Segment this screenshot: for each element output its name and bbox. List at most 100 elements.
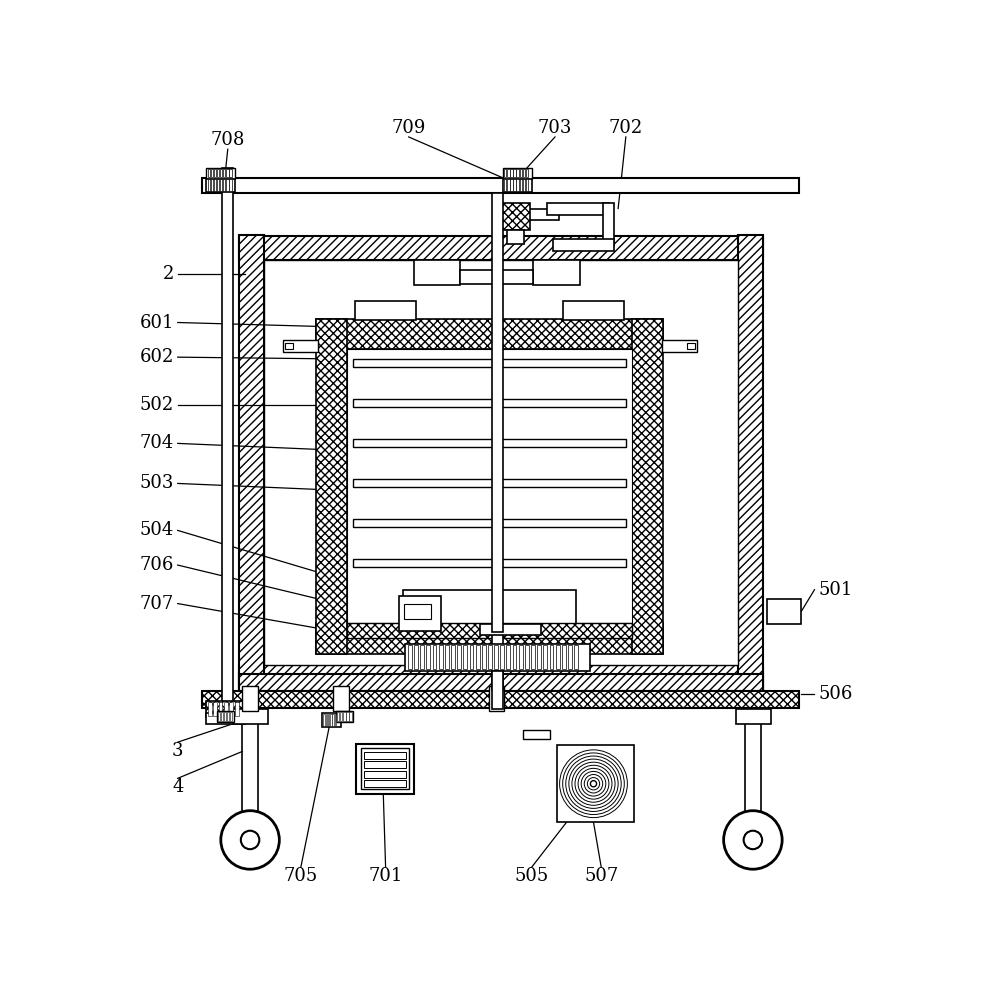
Bar [206, 701, 245, 717]
Bar [513, 179, 516, 191]
Bar [214, 169, 216, 177]
Text: 701: 701 [369, 867, 403, 885]
Bar [574, 645, 578, 669]
Text: 706: 706 [140, 556, 174, 574]
Text: 602: 602 [140, 348, 174, 366]
Bar [427, 645, 431, 669]
Bar [736, 709, 771, 724]
Bar [544, 645, 548, 669]
Bar [220, 179, 222, 191]
Bar [510, 169, 513, 177]
Text: 708: 708 [210, 131, 245, 149]
Bar [538, 645, 541, 669]
Bar [356, 744, 414, 794]
Text: 3: 3 [172, 742, 184, 760]
Bar [239, 674, 763, 691]
Bar [263, 260, 738, 665]
Text: 707: 707 [140, 595, 174, 613]
Bar [502, 168, 532, 179]
Bar [603, 203, 614, 246]
Bar [353, 519, 626, 527]
Bar [502, 179, 532, 192]
Bar [243, 686, 258, 711]
Text: 505: 505 [515, 867, 549, 885]
Bar [460, 270, 534, 284]
Text: 703: 703 [538, 119, 572, 137]
Bar [494, 645, 498, 669]
Bar [222, 168, 233, 707]
Bar [229, 179, 232, 191]
Bar [414, 260, 460, 285]
Text: 601: 601 [140, 314, 174, 332]
Bar [510, 179, 513, 191]
Bar [207, 702, 211, 716]
Bar [445, 645, 448, 669]
Text: 506: 506 [818, 685, 852, 703]
Bar [500, 645, 504, 669]
Bar [283, 340, 318, 352]
Bar [506, 645, 510, 669]
Circle shape [241, 831, 260, 849]
Text: 709: 709 [391, 119, 426, 137]
Bar [451, 645, 455, 669]
Bar [332, 714, 334, 726]
Bar [206, 168, 236, 179]
Bar [202, 178, 799, 193]
Text: 502: 502 [140, 396, 174, 414]
Bar [526, 169, 528, 177]
Bar [489, 686, 504, 711]
Bar [217, 711, 234, 722]
Bar [480, 624, 541, 635]
Bar [346, 712, 349, 721]
Bar [405, 644, 590, 671]
Bar [745, 708, 761, 835]
Bar [662, 340, 697, 352]
Bar [738, 235, 763, 690]
Bar [325, 714, 327, 726]
Bar [243, 708, 258, 835]
Bar [229, 169, 232, 177]
Bar [239, 235, 763, 260]
Bar [364, 771, 406, 778]
Bar [516, 169, 519, 177]
Bar [207, 179, 210, 191]
Bar [353, 559, 626, 567]
Bar [513, 169, 516, 177]
Bar [210, 179, 213, 191]
Bar [217, 712, 220, 721]
Bar [233, 709, 267, 724]
Bar [504, 169, 506, 177]
Bar [523, 179, 525, 191]
Bar [353, 439, 626, 447]
Bar [206, 713, 245, 724]
Bar [556, 745, 633, 822]
Bar [519, 645, 523, 669]
Bar [226, 169, 228, 177]
Bar [492, 193, 502, 632]
Bar [404, 604, 431, 619]
Bar [227, 712, 229, 721]
Bar [548, 203, 608, 215]
Bar [742, 817, 764, 841]
Bar [347, 349, 632, 623]
Bar [335, 714, 336, 726]
Bar [470, 645, 474, 669]
Bar [207, 169, 210, 177]
Bar [229, 702, 233, 716]
Bar [353, 359, 626, 367]
Circle shape [591, 781, 597, 787]
Bar [224, 712, 226, 721]
Bar [355, 301, 417, 320]
Bar [218, 702, 222, 716]
Bar [239, 235, 263, 690]
Bar [214, 179, 216, 191]
Bar [217, 179, 219, 191]
Bar [687, 343, 695, 349]
Bar [501, 209, 559, 220]
Bar [476, 645, 480, 669]
Bar [328, 714, 329, 726]
Bar [568, 645, 572, 669]
Bar [239, 665, 763, 690]
Bar [507, 169, 509, 177]
Text: 503: 503 [140, 474, 174, 492]
